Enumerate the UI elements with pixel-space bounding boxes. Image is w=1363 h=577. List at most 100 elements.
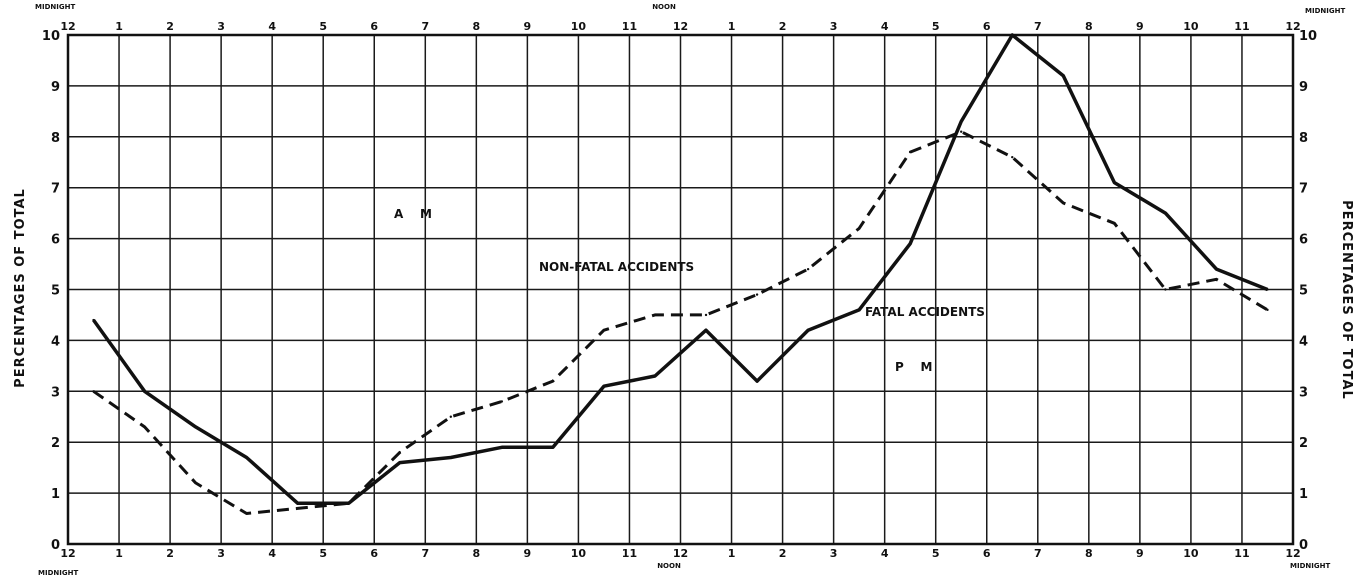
pm-annotation: P M (895, 360, 932, 374)
x-tick-label-top: 7 (1034, 20, 1042, 33)
non-fatal-data-point (347, 502, 350, 505)
x-tick-label-top: 2 (166, 20, 174, 33)
x-tick-label-top: 6 (983, 20, 991, 33)
non-fatal-data-point (602, 329, 606, 332)
x-tick-label-top: 3 (217, 20, 225, 33)
bottom-right-midnight-label: MIDNIGHT (1290, 562, 1330, 570)
fatal-data-point (92, 318, 95, 322)
y-tick-label-left: 8 (51, 131, 60, 146)
non-fatal-data-point (245, 512, 248, 515)
non-fatal-data-point (857, 227, 861, 230)
top-right-midnight-label: MIDNIGHT (1305, 7, 1345, 15)
non-fatal-data-point (500, 400, 504, 403)
top-left-midnight-label: MIDNIGHT (35, 3, 75, 11)
x-tick-label-bottom: 10 (1183, 547, 1199, 560)
x-tick-label-top: 5 (319, 20, 327, 33)
x-tick-label-top: 1 (115, 20, 123, 33)
y-tick-label-right: 9 (1299, 80, 1308, 95)
left-axis-label: PERCENTAGES OF TOTAL (13, 188, 28, 388)
fatal-data-point (449, 456, 453, 459)
am-annotation: A M (394, 207, 432, 221)
y-tick-label-left: 1 (51, 487, 60, 502)
x-tick-label-top: 12 (1285, 20, 1300, 33)
x-tick-label-bottom: 6 (983, 547, 991, 560)
fatal-annotation: FATAL ACCIDENTS (865, 305, 985, 319)
non-fatal-data-point (1113, 222, 1116, 225)
y-tick-label-left: 4 (51, 334, 60, 349)
y-tick-label-left: 5 (51, 284, 60, 299)
non-fatal-data-point (398, 451, 401, 454)
x-tick-label-top: 8 (1085, 20, 1093, 33)
x-tick-label-bottom: 2 (779, 547, 787, 560)
x-tick-label-bottom: 7 (421, 547, 429, 560)
non-fatal-data-point (296, 507, 299, 510)
right-axis-label: PERCENTAGES OF TOTAL (1339, 200, 1354, 400)
x-tick-label-top: 9 (1136, 20, 1144, 33)
y-tick-label-right: 3 (1299, 385, 1308, 400)
x-tick-label-bottom: 3 (217, 547, 225, 560)
x-tick-label-bottom: 11 (1234, 547, 1249, 560)
y-tick-label-right: 8 (1299, 131, 1308, 146)
fatal-data-point (1062, 74, 1065, 77)
x-tick-label-bottom: 12 (673, 547, 688, 560)
chart-series (92, 33, 1269, 515)
bottom-left-midnight-label: MIDNIGHT (38, 569, 78, 577)
y-tick-label-right: 5 (1299, 284, 1308, 299)
x-tick-label-bottom: 9 (1136, 547, 1144, 560)
x-tick-label-bottom: 4 (881, 547, 889, 560)
non-fatal-data-point (449, 415, 453, 418)
y-tick-label-right: 2 (1299, 436, 1308, 451)
non-fatal-data-point (704, 313, 708, 317)
x-tick-label-top: 6 (370, 20, 378, 33)
fatal-data-point (857, 308, 861, 312)
non-fatal-data-point (1266, 308, 1269, 312)
y-tick-label-left: 2 (51, 436, 60, 451)
y-tick-label-right: 10 (1299, 29, 1317, 44)
x-tick-label-top: 9 (524, 20, 532, 33)
x-tick-label-bottom: 8 (473, 547, 481, 560)
x-tick-label-top: 12 (673, 20, 688, 33)
x-tick-label-bottom: 5 (319, 547, 327, 560)
y-tick-label-right: 6 (1299, 233, 1308, 248)
non-fatal-data-point (194, 481, 197, 485)
fatal-data-point (653, 374, 657, 378)
non-fatal-data-point (1215, 278, 1218, 281)
x-tick-label-bottom: 8 (1085, 547, 1093, 560)
x-tick-label-top: 4 (881, 20, 889, 33)
x-tick-label-top: 11 (622, 20, 637, 33)
x-tick-label-top: 2 (779, 20, 787, 33)
x-tick-label-top: 8 (473, 20, 481, 33)
y-tick-label-left: 6 (51, 233, 60, 248)
x-tick-label-bottom: 11 (622, 547, 637, 560)
bottom-noon-label: NOON (657, 562, 681, 570)
non-fatal-accidents-line (92, 130, 1269, 515)
fatal-data-point (551, 446, 555, 449)
x-tick-label-top: 10 (1183, 20, 1199, 33)
non-fatal-annotation: NON-FATAL ACCIDENTS (539, 260, 694, 274)
x-tick-label-top: 3 (830, 20, 838, 33)
non-fatal-data-point (1062, 201, 1065, 205)
fatal-data-point (908, 242, 912, 245)
fatal-data-point (602, 385, 606, 388)
fatal-data-point (296, 502, 299, 505)
fatal-data-point (1266, 288, 1269, 291)
x-tick-label-bottom: 3 (830, 547, 838, 560)
x-tick-label-bottom: 1 (115, 547, 123, 560)
x-tick-label-top: 10 (571, 20, 587, 33)
fatal-data-point (806, 329, 810, 332)
y-tick-label-right: 0 (1299, 538, 1308, 553)
x-tick-label-bottom: 1 (728, 547, 736, 560)
fatal-data-point (245, 456, 248, 459)
x-tick-label-top: 12 (60, 20, 75, 33)
non-fatal-data-point (92, 390, 95, 393)
x-tick-label-top: 11 (1234, 20, 1249, 33)
x-tick-label-bottom: 12 (60, 547, 75, 560)
x-tick-label-bottom: 7 (1034, 547, 1042, 560)
non-fatal-data-point (755, 293, 759, 296)
non-fatal-data-point (1011, 155, 1014, 159)
non-fatal-data-point (806, 267, 810, 271)
y-tick-label-left: 0 (51, 538, 60, 553)
x-tick-label-bottom: 2 (166, 547, 174, 560)
x-tick-label-bottom: 12 (1285, 547, 1300, 560)
